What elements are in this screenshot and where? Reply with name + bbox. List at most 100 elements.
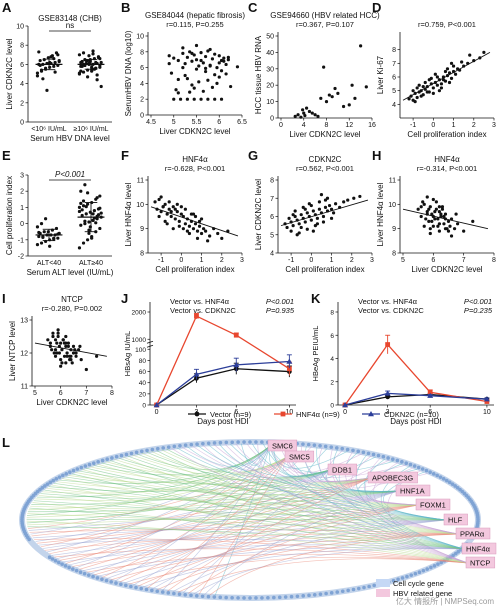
- ring-gene-node: [109, 580, 114, 584]
- ring-gene-node: [421, 568, 426, 573]
- ring-gene-node: [277, 595, 282, 600]
- network-edge: [202, 445, 288, 471]
- data-point: [305, 211, 309, 215]
- series-line: [344, 392, 487, 406]
- data-point: [192, 97, 196, 101]
- data-point: [91, 49, 95, 53]
- ring-gene-node: [242, 440, 246, 444]
- data-point: [79, 223, 83, 227]
- data-point: [208, 47, 212, 52]
- data-point: [353, 96, 357, 100]
- data-point: [53, 354, 58, 358]
- data-point: [87, 220, 91, 224]
- x-tick-label: 0: [179, 257, 183, 264]
- ring-gene-node: [68, 470, 72, 474]
- ring-gene-node: [67, 565, 71, 570]
- network-edge: [26, 520, 469, 564]
- data-point: [190, 51, 194, 55]
- series-marker: [153, 402, 160, 408]
- ring-gene-node: [104, 578, 109, 583]
- network-edge: [32, 502, 469, 564]
- ring-gene-node: [351, 448, 355, 453]
- network-edge: [106, 490, 399, 579]
- data-point: [327, 203, 332, 208]
- ring-gene-node: [289, 594, 294, 599]
- legend-marker: [368, 411, 374, 417]
- data-point: [341, 104, 346, 109]
- y-tick-label: 9: [140, 226, 144, 233]
- ring-gene-node: [43, 484, 47, 488]
- y-tick-label: 8: [140, 49, 144, 56]
- chart-title: CDKN2C: [309, 155, 342, 164]
- ring-gene-node: [431, 472, 436, 476]
- data-point: [62, 354, 67, 358]
- x-tick-label: 8: [110, 390, 114, 397]
- data-point: [42, 230, 46, 234]
- data-point: [437, 222, 441, 226]
- ring-gene-node: [212, 441, 217, 445]
- network-edge: [176, 447, 447, 521]
- ring-gene-node: [409, 573, 414, 577]
- data-point: [157, 214, 161, 219]
- x-tick-label: 7: [462, 257, 466, 264]
- data-point: [317, 200, 322, 204]
- ring-gene-node: [114, 454, 119, 459]
- data-point: [407, 97, 411, 101]
- ring-gene-node: [95, 576, 100, 580]
- data-point: [204, 229, 208, 233]
- data-point: [77, 205, 82, 209]
- data-point: [176, 77, 180, 82]
- ring-gene-node: [441, 477, 446, 481]
- data-point: [309, 218, 313, 222]
- y-tick-label: 2: [20, 100, 24, 107]
- ring-gene-node: [60, 562, 64, 566]
- data-point: [333, 86, 337, 91]
- data-point: [41, 77, 45, 81]
- data-point: [99, 60, 103, 65]
- ring-gene-node: [362, 585, 366, 590]
- y-tick-label: 0: [330, 403, 334, 410]
- data-point: [181, 66, 185, 70]
- data-point: [62, 341, 67, 345]
- ring-gene-node: [114, 581, 118, 585]
- ring-gene-node: [189, 442, 194, 447]
- ring-gene-node: [139, 586, 144, 591]
- data-point: [94, 60, 98, 65]
- data-point: [327, 93, 331, 97]
- data-point: [448, 224, 452, 228]
- y-tick-label: 40: [266, 50, 274, 57]
- ring-gene-node: [129, 451, 134, 456]
- data-point: [323, 205, 328, 209]
- ring-gene-node: [307, 593, 311, 598]
- ring-gene-node: [254, 440, 258, 444]
- hub-gene-box: [284, 450, 315, 463]
- y-tick-label: 8: [140, 251, 144, 258]
- data-point: [169, 214, 173, 219]
- data-point: [219, 69, 224, 73]
- series-marker: [193, 371, 200, 377]
- data-point: [163, 219, 167, 223]
- ring-gene-node: [124, 583, 128, 588]
- data-point: [428, 205, 432, 209]
- x-tick-label: 12: [345, 122, 353, 129]
- data-point: [87, 54, 91, 58]
- data-point: [195, 229, 200, 233]
- ring-gene-node: [272, 595, 276, 600]
- ring-gene-node: [335, 590, 340, 594]
- data-point: [39, 241, 44, 245]
- panel-label-k: K: [311, 291, 321, 306]
- data-point: [415, 95, 419, 100]
- data-point: [433, 72, 437, 76]
- x-axis-label: Liver CDKN2C level: [159, 127, 230, 136]
- ring-gene-node: [345, 447, 350, 452]
- y-tick-label: 0: [270, 116, 274, 123]
- data-point: [77, 209, 82, 214]
- comparison-label: Vector vs. HNF4α: [358, 297, 418, 306]
- network-edge: [40, 490, 399, 501]
- hub-gene-box: [267, 439, 298, 452]
- ring-gene-node: [439, 560, 444, 565]
- data-point: [201, 61, 205, 65]
- series-marker: [385, 394, 391, 400]
- data-point: [183, 62, 187, 66]
- network-edge: [75, 472, 419, 506]
